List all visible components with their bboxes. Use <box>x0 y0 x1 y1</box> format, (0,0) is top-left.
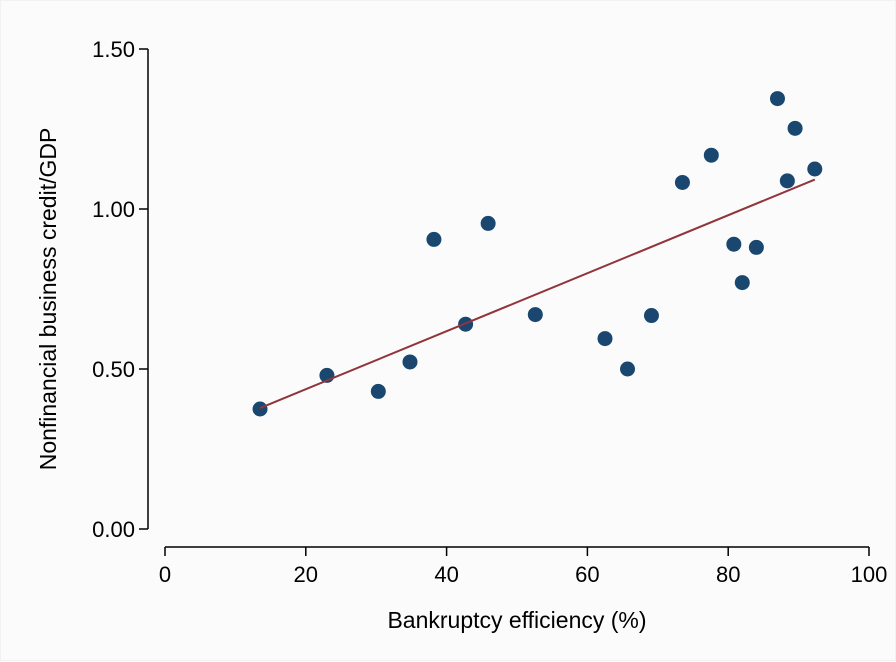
data-point <box>527 307 543 323</box>
data-point <box>703 147 719 163</box>
data-point <box>620 361 636 377</box>
data-point <box>748 239 764 255</box>
data-point <box>252 401 268 417</box>
y-tick-label: 1.50 <box>92 37 135 62</box>
x-axis-ticks: 0 20 40 60 80 100 <box>159 547 887 587</box>
fit-line <box>259 178 816 409</box>
data-point <box>402 354 418 370</box>
data-point <box>370 383 386 399</box>
y-tick-label: 0.00 <box>92 517 135 542</box>
x-tick-label: 20 <box>294 562 318 587</box>
x-tick-label: 0 <box>159 562 171 587</box>
x-tick-label: 80 <box>716 562 740 587</box>
data-point <box>769 91 785 107</box>
x-tick-label: 100 <box>851 562 888 587</box>
data-point <box>643 308 659 324</box>
data-point <box>787 120 803 136</box>
y-axis-label: Nonfinancial business credit/GDP <box>35 128 61 471</box>
data-point <box>480 215 496 231</box>
data-point <box>597 331 613 347</box>
data-point <box>426 231 442 247</box>
data-point <box>674 174 690 190</box>
x-tick-label: 60 <box>575 562 599 587</box>
data-point <box>779 173 795 189</box>
x-tick-label: 40 <box>434 562 458 587</box>
data-points <box>252 91 823 417</box>
data-point <box>734 275 750 291</box>
x-axis-label: Bankruptcy efficiency (%) <box>387 607 646 633</box>
data-point <box>807 161 823 177</box>
y-axis-ticks: 0.00 0.50 1.00 1.50 <box>92 37 148 542</box>
data-point <box>726 236 742 252</box>
y-tick-label: 0.50 <box>92 357 135 382</box>
y-tick-label: 1.00 <box>92 197 135 222</box>
